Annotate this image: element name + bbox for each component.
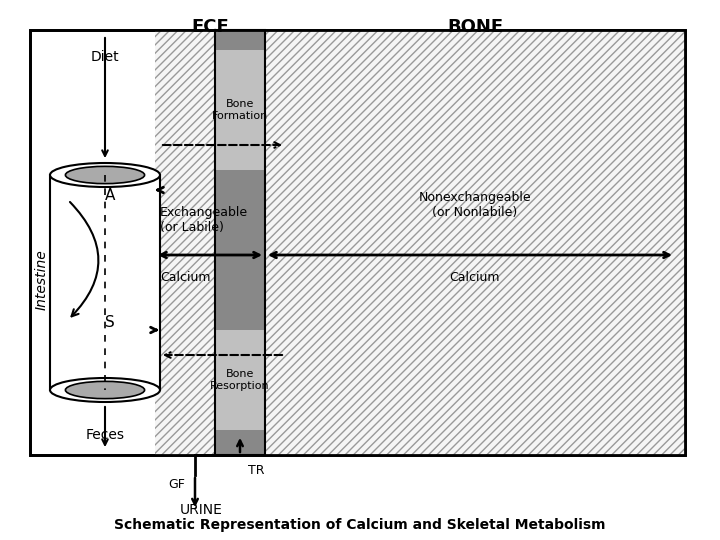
Bar (30, 30, 685, 455)
Text: Bone
Resorption: Bone Resorption (210, 369, 270, 391)
Bar (215, 330, 265, 430)
Text: A: A (105, 187, 115, 202)
Text: Calcium: Calcium (160, 271, 210, 284)
Text: Exchangeable
(or Labile): Exchangeable (or Labile) (160, 206, 248, 234)
Text: Feces: Feces (86, 428, 125, 442)
Text: ECF: ECF (191, 18, 229, 36)
Text: S: S (105, 315, 115, 330)
Bar (215, 30, 265, 455)
Text: Schematic Representation of Calcium and Skeletal Metabolism: Schematic Representation of Calcium and … (114, 518, 606, 532)
Bar (265, 30, 685, 455)
Ellipse shape (50, 163, 160, 187)
Ellipse shape (66, 381, 145, 399)
Text: Diet: Diet (91, 50, 120, 64)
Bar (155, 30, 215, 455)
FancyArrowPatch shape (70, 202, 99, 316)
Bar (215, 50, 265, 170)
Bar (50, 175, 160, 390)
Bar (215, 30, 265, 455)
Text: TR: TR (248, 463, 264, 476)
Text: URINE: URINE (180, 503, 223, 517)
Text: Bone
Formation: Bone Formation (212, 99, 268, 121)
Text: Intestine: Intestine (35, 249, 49, 310)
Text: GF: GF (168, 478, 185, 491)
Ellipse shape (66, 166, 145, 184)
Text: Nonexchangeable
(or Nonlabile): Nonexchangeable (or Nonlabile) (419, 191, 531, 219)
Text: Calcium: Calcium (450, 271, 500, 284)
Text: BONE: BONE (447, 18, 503, 36)
Bar (30, 30, 685, 455)
Ellipse shape (50, 378, 160, 402)
